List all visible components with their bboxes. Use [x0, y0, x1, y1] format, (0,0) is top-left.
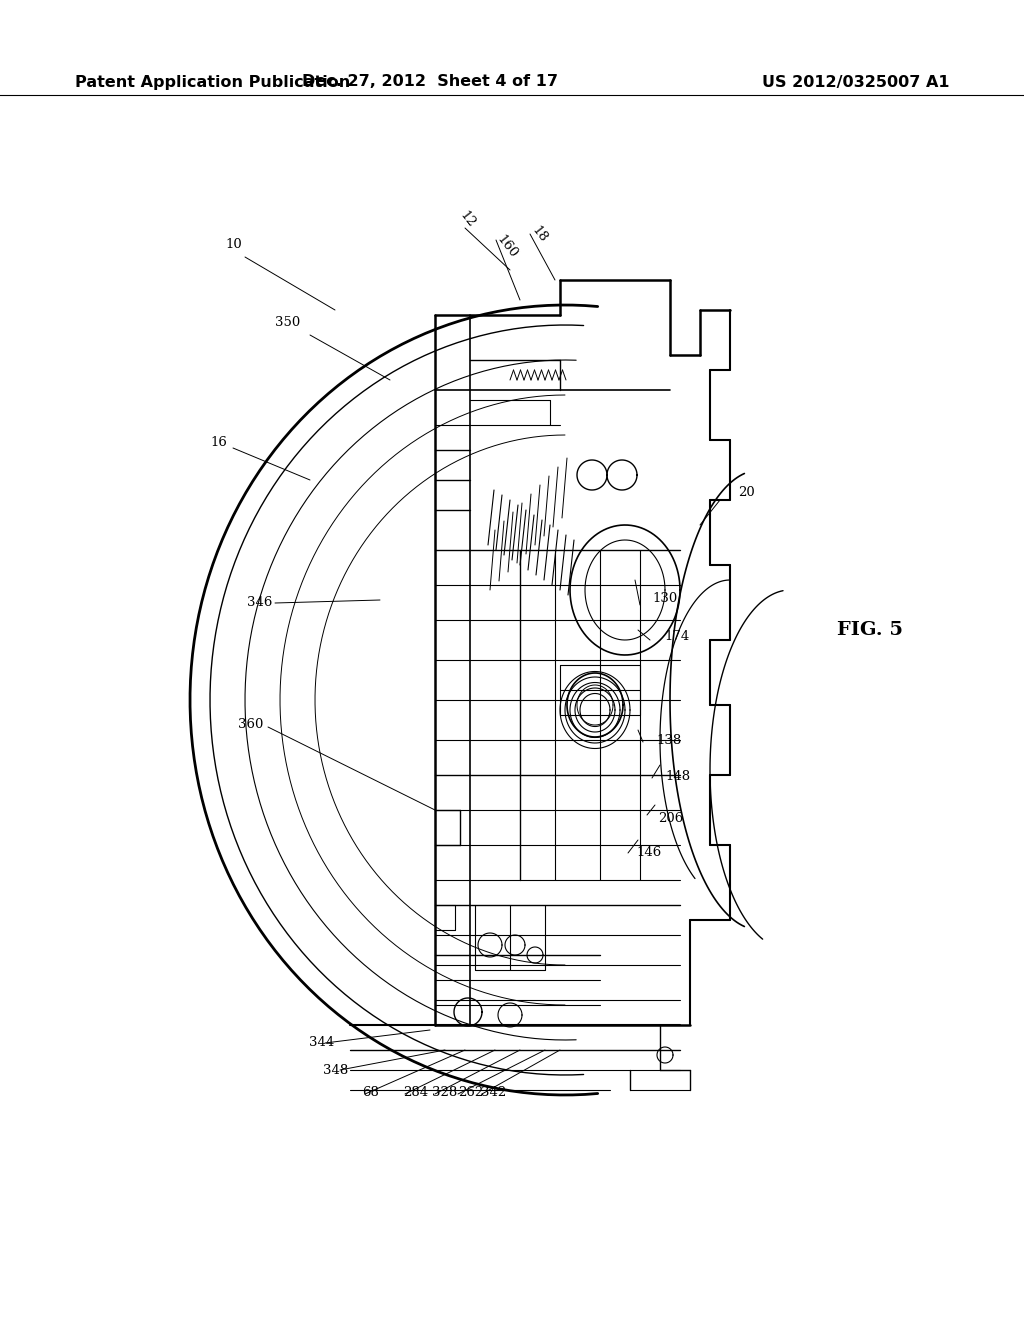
- Text: FIG. 5: FIG. 5: [837, 620, 903, 639]
- Text: 10: 10: [225, 239, 242, 252]
- Text: 328: 328: [432, 1086, 458, 1100]
- Text: 160: 160: [494, 234, 519, 261]
- Text: 68: 68: [362, 1086, 379, 1100]
- Text: 174: 174: [664, 631, 689, 644]
- Text: 342: 342: [481, 1086, 506, 1100]
- Text: 346: 346: [247, 595, 272, 609]
- Text: 20: 20: [738, 487, 755, 499]
- Text: 284: 284: [403, 1086, 428, 1100]
- Text: Patent Application Publication: Patent Application Publication: [75, 74, 350, 90]
- Text: 148: 148: [665, 771, 690, 784]
- Text: 16: 16: [210, 437, 227, 450]
- Text: 206: 206: [658, 812, 683, 825]
- Text: 18: 18: [528, 224, 550, 246]
- Text: Dec. 27, 2012  Sheet 4 of 17: Dec. 27, 2012 Sheet 4 of 17: [302, 74, 558, 90]
- Text: 138: 138: [656, 734, 681, 747]
- Text: 130: 130: [652, 593, 677, 606]
- Text: 262: 262: [458, 1086, 483, 1100]
- Text: 12: 12: [457, 209, 477, 230]
- Text: 350: 350: [275, 317, 300, 330]
- Text: 348: 348: [323, 1064, 348, 1077]
- Text: 146: 146: [636, 846, 662, 859]
- Text: 344: 344: [309, 1036, 334, 1049]
- Text: 360: 360: [238, 718, 263, 731]
- Text: US 2012/0325007 A1: US 2012/0325007 A1: [763, 74, 950, 90]
